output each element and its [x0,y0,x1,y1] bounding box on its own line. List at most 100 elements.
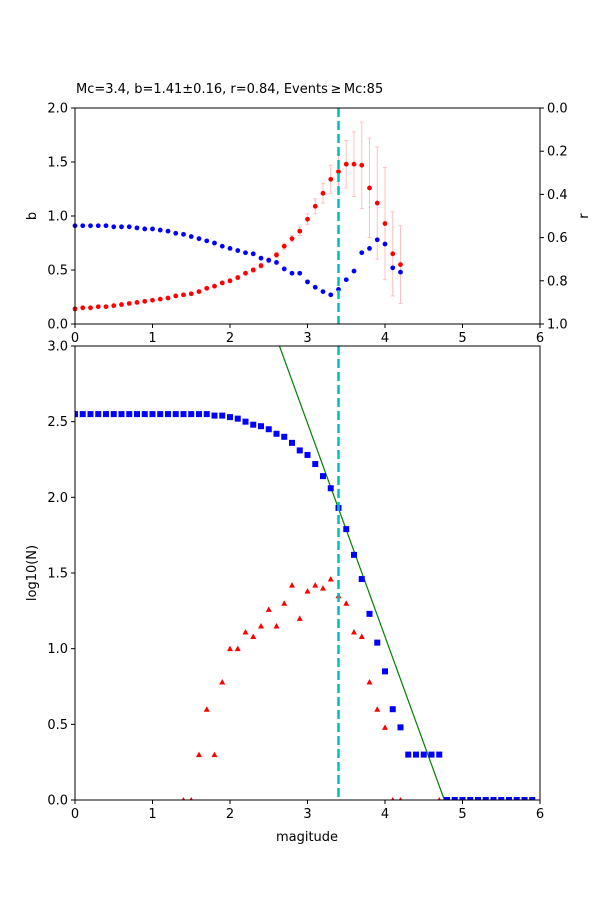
noncumulative-point [304,588,311,594]
top-ytick-label: 1.0 [47,210,68,225]
top-ytick-right-label: 0.0 [547,102,568,117]
r-point [382,241,388,247]
noncumulative-point [227,645,233,652]
b-point [181,292,186,298]
cumulative-point [420,751,427,758]
cumulative-point [482,797,489,800]
r-point [95,223,101,229]
b-point [173,293,179,299]
noncumulative-point [211,751,218,758]
bottom-ylabel: log10(N) [25,545,40,601]
top-ytick-right-label: 0.4 [547,188,568,203]
cumulative-point [389,706,396,713]
bottom-ytick-label: 1.0 [47,642,68,657]
bottom-xtick-label: 3 [303,807,311,822]
bottom-xtick-label: 1 [148,807,156,822]
cumulative-point [475,797,481,800]
cumulative-point [157,411,164,418]
r-point [258,255,264,261]
r-point [398,269,403,275]
r-point [196,236,202,242]
r-point [320,289,326,294]
bottom-ytick-label: 2.5 [47,415,68,430]
cumulative-point [79,411,86,418]
noncumulative-point [437,797,441,800]
r-point [212,240,217,246]
top-ytick-label: 2.0 [47,102,68,117]
b-point [390,251,396,257]
b-point [382,221,388,226]
r-point [289,270,295,276]
b-point [281,243,287,249]
b-point [305,216,310,222]
r-point [250,251,256,257]
cumulative-point [118,411,125,418]
top-xtick-label: 4 [381,331,389,346]
cumulative-point [521,797,528,800]
b-point [157,296,163,302]
b-point [196,289,202,294]
top-ytick-right-label: 0.2 [547,145,568,160]
top-xtick-label: 1 [148,331,156,346]
r-point [274,260,279,265]
top-axes: 0 1 2 3 4 5 6 0.0 0.5 1.0 1.5 2.0 0.0 0.2 0.4 0.6 0.8 1.0 [47,102,567,347]
cumulative-point [227,414,233,421]
cumulative-point [203,411,210,418]
bottom-ytick-label: 1.5 [47,567,68,582]
b-point [359,162,365,168]
noncumulative-point [196,751,202,758]
b-point [134,300,140,305]
r-point [312,284,318,290]
noncumulative-point [219,678,226,685]
r-point [343,277,349,283]
noncumulative-point [398,797,403,800]
noncumulative-point [391,797,395,800]
r-point [367,246,372,251]
cumulative-point [304,451,311,458]
cumulative-point [281,433,288,440]
b-point [320,190,326,196]
cumulative-point [413,751,419,758]
chart-title: Mc=3.4, b=1.41±0.16, r=0.84, Events ≥ Mc… [76,82,383,97]
cumulative-point [211,412,218,419]
b-point [297,228,303,234]
bottom-ytick-label: 3.0 [47,340,68,355]
cumulative-point [506,797,512,800]
cumulative-point [103,411,109,418]
r-point [188,234,194,239]
b-point [212,283,217,289]
r-point [134,225,140,231]
cumulative-point [165,411,171,418]
b-point [289,236,295,242]
b-point [258,263,264,269]
cumulative-point [265,426,272,433]
noncumulative-point [358,633,365,640]
cumulative-point [180,411,187,418]
cumulative-point [382,668,388,675]
b-point [343,161,349,167]
noncumulative-point [242,629,249,635]
r-point [150,226,155,232]
cumulative-point [490,797,497,800]
b-point [219,280,225,286]
b-point [204,285,210,291]
noncumulative-point [366,678,373,685]
noncumulative-point [312,582,319,588]
cumulative-point [234,415,241,422]
top-xtick-label: 3 [303,331,311,346]
cumulative-point [351,551,357,558]
b-point [367,185,372,191]
r-point [111,224,117,230]
cumulative-point [75,411,78,418]
b-point [126,301,132,306]
cumulative-point [436,751,443,758]
top-ylabel: b [25,212,40,220]
r-point [266,257,272,263]
b-point [165,295,171,301]
cumulative-point [141,411,148,418]
r-point [243,250,248,256]
cumulative-point [242,418,249,425]
cumulative-point [343,526,350,533]
b-point [336,169,341,175]
